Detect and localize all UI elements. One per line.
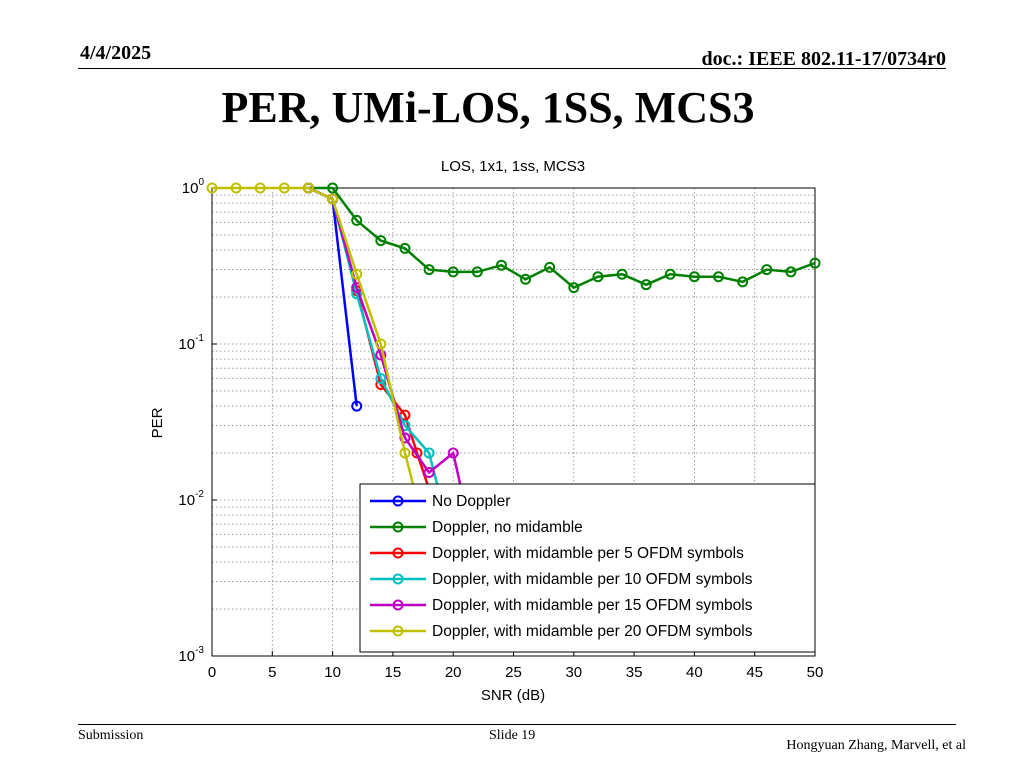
y-axis-label: PER — [149, 407, 166, 438]
data-point — [375, 349, 387, 361]
legend-label: Doppler, no midamble — [432, 519, 583, 536]
legend-marker — [392, 573, 404, 585]
data-point — [351, 214, 363, 226]
x-tick-label: 5 — [268, 664, 276, 681]
data-point — [785, 266, 797, 278]
series-line — [308, 186, 816, 290]
data-point — [664, 268, 676, 280]
legend-box — [359, 483, 816, 653]
y-tick-label: 100 — [182, 177, 205, 197]
slide-title: PER, UMi-LOS, 1SS, MCS3 — [221, 83, 755, 132]
data-point — [423, 447, 435, 459]
data-point — [375, 373, 387, 385]
header-date: 4/4/2025 — [80, 42, 152, 64]
data-point — [447, 447, 459, 459]
legend-entry: Doppler, no midamble — [370, 519, 583, 536]
data-point — [327, 182, 339, 194]
data-point — [254, 182, 266, 194]
legend-marker — [392, 547, 404, 559]
y-tick-label: 10-3 — [178, 645, 204, 665]
x-tick-label: 40 — [686, 664, 703, 681]
data-point — [640, 279, 652, 291]
chart-title: LOS, 1x1, 1ss, MCS3 — [441, 158, 585, 175]
y-tick-label: 10-2 — [178, 489, 204, 509]
data-point — [230, 182, 242, 194]
legend-label: Doppler, with midamble per 5 OFDM symbol… — [432, 545, 744, 562]
data-point — [471, 266, 483, 278]
series-6 — [206, 182, 423, 506]
data-point — [688, 271, 700, 283]
x-tick-label: 25 — [505, 664, 522, 681]
header-doc-id: doc.: IEEE 802.11-17/0734r0 — [701, 48, 946, 70]
legend-entry: Doppler, with midamble per 20 OFDM symbo… — [370, 623, 753, 640]
legend-label: No Doppler — [432, 493, 510, 510]
data-point — [544, 261, 556, 273]
data-point — [520, 273, 532, 285]
legend: No Doppler Doppler, no midamble Doppler, w… — [359, 483, 816, 653]
legend-entry: Doppler, with midamble per 5 OFDM symbol… — [370, 545, 744, 562]
series-line — [212, 186, 419, 501]
legend-label: Doppler, with midamble per 20 OFDM symbo… — [432, 623, 753, 640]
data-point — [713, 271, 725, 283]
data-point — [495, 259, 507, 271]
footer-divider — [78, 724, 956, 725]
data-point — [568, 282, 580, 294]
data-point — [375, 235, 387, 247]
data-point — [592, 271, 604, 283]
data-point — [278, 182, 290, 194]
data-point — [761, 264, 773, 276]
y-tick-label: 10-1 — [178, 333, 204, 353]
data-point — [423, 467, 435, 479]
legend-entry: No Doppler — [370, 493, 510, 510]
footer-slide-number: Slide 19 — [489, 728, 536, 743]
data-point — [302, 182, 314, 194]
data-point — [399, 242, 411, 254]
header-divider — [78, 68, 946, 69]
series-2 — [302, 182, 821, 294]
legend-label: Doppler, with midamble per 10 OFDM symbo… — [432, 571, 753, 588]
data-point — [423, 264, 435, 276]
series-line — [307, 186, 467, 508]
data-point — [809, 257, 821, 269]
legend-entry: Doppler, with midamble per 10 OFDM symbo… — [370, 571, 753, 588]
x-tick-label: 50 — [807, 664, 824, 681]
legend-marker — [392, 599, 404, 611]
footer-author: Hongyuan Zhang, Marvell, et al — [786, 738, 966, 753]
x-tick-label: 0 — [208, 664, 216, 681]
legend-marker — [392, 625, 404, 637]
data-point — [737, 276, 749, 288]
data-point — [351, 400, 363, 412]
data-point — [206, 182, 218, 194]
footer-submission: Submission — [78, 728, 144, 743]
data-point — [616, 268, 628, 280]
data-point — [351, 268, 363, 280]
legend-entry: Doppler, with midamble per 15 OFDM symbo… — [370, 597, 753, 614]
x-axis-label: SNR (dB) — [481, 687, 545, 704]
data-point — [447, 266, 459, 278]
x-tick-label: 35 — [626, 664, 643, 681]
x-tick-label: 10 — [324, 664, 341, 681]
legend-marker — [392, 521, 404, 533]
x-tick-label: 15 — [385, 664, 402, 681]
x-tick-label: 30 — [565, 664, 582, 681]
data-point — [399, 447, 411, 459]
x-tick-label: 45 — [746, 664, 763, 681]
ticks: 0 5 10 15 20 25 30 35 40 45 50 100 10-1 10-2 10-3 — [178, 177, 823, 681]
data-point — [411, 447, 423, 459]
data-point — [375, 338, 387, 350]
legend-marker — [392, 495, 404, 507]
series-5 — [302, 182, 471, 513]
x-tick-label: 20 — [445, 664, 462, 681]
data-point — [327, 193, 339, 205]
legend-label: Doppler, with midamble per 15 OFDM symbo… — [432, 597, 753, 614]
